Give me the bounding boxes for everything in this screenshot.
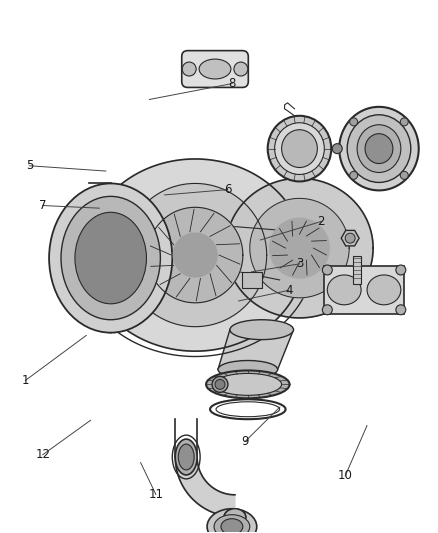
FancyBboxPatch shape <box>182 51 248 87</box>
FancyBboxPatch shape <box>353 256 361 284</box>
Ellipse shape <box>268 116 331 181</box>
Text: 7: 7 <box>39 199 46 212</box>
Circle shape <box>396 305 406 315</box>
Ellipse shape <box>199 59 231 79</box>
Ellipse shape <box>224 508 246 524</box>
Circle shape <box>345 233 355 243</box>
Circle shape <box>350 118 358 126</box>
Polygon shape <box>85 159 305 351</box>
FancyBboxPatch shape <box>242 272 262 288</box>
Ellipse shape <box>207 508 257 533</box>
Text: 8: 8 <box>228 77 236 90</box>
Ellipse shape <box>75 212 146 304</box>
Ellipse shape <box>49 183 172 333</box>
Text: 1: 1 <box>21 374 29 387</box>
Ellipse shape <box>275 123 324 174</box>
Circle shape <box>400 172 408 179</box>
Text: 5: 5 <box>26 159 33 172</box>
Ellipse shape <box>178 444 194 470</box>
Ellipse shape <box>365 134 393 164</box>
Ellipse shape <box>327 275 361 305</box>
Ellipse shape <box>347 115 411 182</box>
Circle shape <box>396 265 406 275</box>
Ellipse shape <box>224 508 246 527</box>
Text: 6: 6 <box>224 183 231 196</box>
Ellipse shape <box>339 107 419 190</box>
Polygon shape <box>341 230 359 246</box>
Text: 12: 12 <box>35 448 50 461</box>
Circle shape <box>182 62 196 76</box>
Ellipse shape <box>214 515 250 533</box>
Circle shape <box>322 265 332 275</box>
Ellipse shape <box>357 125 401 173</box>
Circle shape <box>350 172 358 179</box>
Circle shape <box>212 376 228 392</box>
Ellipse shape <box>221 519 243 533</box>
Circle shape <box>215 379 225 389</box>
Ellipse shape <box>230 320 293 340</box>
Ellipse shape <box>218 360 278 378</box>
Ellipse shape <box>367 275 401 305</box>
Text: 10: 10 <box>338 470 353 482</box>
Polygon shape <box>148 207 243 303</box>
Circle shape <box>332 144 342 154</box>
Text: 3: 3 <box>296 257 303 270</box>
Ellipse shape <box>214 374 282 395</box>
Circle shape <box>322 305 332 315</box>
Polygon shape <box>230 220 279 285</box>
Ellipse shape <box>175 439 197 475</box>
Polygon shape <box>173 233 217 277</box>
Polygon shape <box>270 218 329 278</box>
Text: 9: 9 <box>241 435 249 448</box>
Polygon shape <box>218 330 293 369</box>
Circle shape <box>400 118 408 126</box>
Polygon shape <box>124 183 267 327</box>
Text: 4: 4 <box>285 284 293 297</box>
Text: 11: 11 <box>148 488 163 501</box>
Ellipse shape <box>282 130 318 167</box>
Ellipse shape <box>206 370 290 398</box>
FancyBboxPatch shape <box>324 266 404 314</box>
Polygon shape <box>250 198 349 298</box>
Text: 2: 2 <box>318 215 325 228</box>
Polygon shape <box>175 457 235 516</box>
Circle shape <box>234 62 248 76</box>
Ellipse shape <box>61 196 160 320</box>
Polygon shape <box>226 178 373 318</box>
